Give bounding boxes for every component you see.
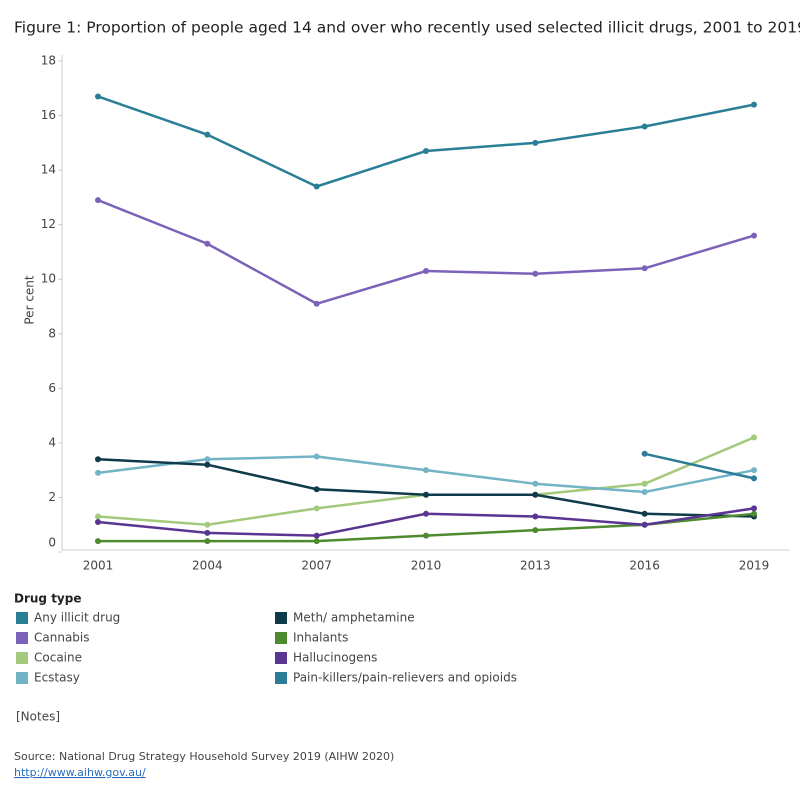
legend-swatch — [275, 672, 287, 684]
y-tick-label: 16 — [41, 108, 56, 122]
data-point — [313, 505, 320, 512]
y-tick-label: 0 — [48, 536, 56, 550]
x-tick-label: 2001 — [83, 559, 114, 573]
data-point — [95, 93, 101, 100]
legend-title: Drug type — [14, 592, 81, 606]
legend-label: Pain-killers/pain-relievers and opioids — [293, 671, 517, 685]
data-point — [532, 491, 539, 498]
y-tick-label: 8 — [48, 326, 56, 340]
data-point — [204, 456, 211, 463]
legend-swatch — [16, 672, 28, 684]
data-point — [95, 197, 101, 204]
data-point — [532, 527, 539, 534]
series-line — [97, 198, 755, 306]
data-point — [641, 510, 648, 517]
data-point — [95, 513, 101, 520]
y-tick-label: 12 — [41, 217, 56, 231]
y-axis-label: Per cent — [23, 275, 37, 325]
y-tick-label: 2 — [48, 490, 56, 504]
data-point — [751, 475, 757, 482]
data-point — [204, 538, 211, 545]
legend-label: Hallucinogens — [293, 651, 377, 665]
data-point — [204, 461, 211, 468]
legend-swatch — [275, 652, 287, 664]
data-point — [641, 265, 648, 272]
data-point — [95, 469, 101, 476]
data-point — [313, 538, 320, 545]
data-point — [423, 532, 429, 539]
source: Source: National Drug Strategy Household… — [14, 750, 394, 763]
data-point — [423, 491, 429, 498]
legend-label: Ecstasy — [34, 671, 80, 685]
data-point — [532, 480, 539, 487]
x-tick-label: 2004 — [192, 559, 223, 573]
data-point — [204, 521, 211, 528]
data-point — [423, 268, 429, 275]
data-point — [641, 450, 648, 457]
data-point — [204, 131, 211, 138]
legend-label: Any illicit drug — [34, 611, 120, 625]
x-tick-label: 2016 — [629, 559, 660, 573]
data-point — [313, 183, 320, 190]
y-tick-label: 4 — [48, 435, 56, 449]
data-point — [423, 510, 429, 517]
data-point — [532, 513, 539, 520]
data-point — [95, 538, 101, 545]
legend-label: Cocaine — [34, 651, 82, 665]
data-point — [423, 148, 429, 155]
y-tick-label: 14 — [41, 163, 56, 177]
x-tick-label: 2007 — [301, 559, 332, 573]
legend-swatch — [16, 612, 28, 624]
data-point — [751, 101, 757, 108]
data-point — [313, 453, 320, 460]
data-point — [751, 232, 757, 239]
x-tick-label: 2010 — [411, 559, 442, 573]
data-point — [641, 123, 648, 130]
data-point — [532, 270, 539, 277]
data-point — [204, 240, 211, 247]
data-point — [313, 532, 320, 539]
data-point — [641, 480, 648, 487]
legend-label: Inhalants — [293, 631, 348, 645]
y-tick-label: 6 — [48, 381, 56, 395]
chart-title: Figure 1: Proportion of people aged 14 a… — [14, 19, 800, 37]
series-line — [97, 455, 755, 494]
data-point — [751, 434, 757, 441]
data-point — [204, 529, 211, 536]
series-line — [97, 95, 755, 188]
data-point — [313, 300, 320, 307]
data-point — [423, 467, 429, 474]
legend-swatch — [16, 652, 28, 664]
legend-swatch — [275, 632, 287, 644]
data-point — [95, 518, 101, 525]
data-point — [532, 139, 539, 146]
legend-swatch — [275, 612, 287, 624]
data-point — [641, 521, 648, 528]
data-point — [751, 505, 757, 512]
legend-swatch — [16, 632, 28, 644]
data-point — [751, 510, 757, 517]
y-tick-label: 18 — [41, 54, 56, 68]
x-tick-label: 2013 — [520, 559, 551, 573]
notes: [Notes] — [16, 710, 60, 724]
data-point — [313, 486, 320, 493]
x-tick-label: 2019 — [739, 559, 770, 573]
data-point — [95, 456, 101, 463]
series-line — [644, 452, 755, 480]
legend-label: Cannabis — [34, 631, 90, 645]
legend-label: Meth/ amphetamine — [293, 611, 415, 625]
y-tick-label: 10 — [41, 272, 56, 286]
data-point — [641, 488, 648, 495]
source-link[interactable]: http://www.aihw.gov.au/ — [14, 766, 146, 779]
data-point — [751, 467, 757, 474]
